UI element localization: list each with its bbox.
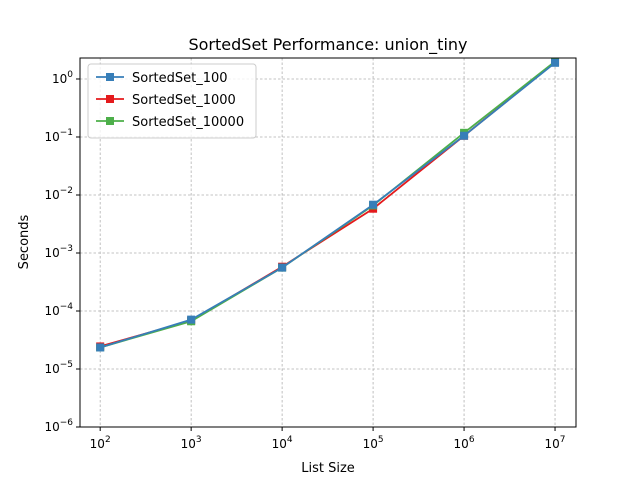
legend-marker [106,73,114,81]
data-point-marker [187,315,196,324]
x-tick-label: 102 [90,435,111,451]
plot-frame [79,57,577,428]
x-tick-label: 105 [363,435,384,451]
axis-ticks: 102 103 104 105 106 107 10−6 10−5 10−4 10−3 10−2 10… [44,70,565,451]
y-tick-label: 10−5 [44,360,73,376]
legend: SortedSet_100 SortedSet_1000 SortedSet_100… [87,63,257,139]
legend-item: SortedSet_1000 [96,93,236,108]
legend-marker [106,95,114,103]
y-axis-label: Seconds [17,214,32,269]
data-point-marker [96,343,105,352]
series-line [99,62,556,349]
series-sortedset-100 [96,58,560,352]
series-layer [96,57,560,352]
legend-label: SortedSet_100 [132,71,228,86]
data-point-marker [278,263,287,272]
legend-label: SortedSet_1000 [132,93,236,108]
y-tick-label: 10−1 [44,128,73,144]
x-tick-label: 106 [454,435,475,451]
x-axis-label: List Size [301,461,355,476]
legend-item: SortedSet_10000 [96,115,244,130]
data-point-marker [551,58,560,67]
y-tick-label: 10−3 [44,244,73,260]
data-point-marker [369,200,378,209]
chart-title: SortedSet Performance: union_tiny [188,35,467,55]
legend-box [87,63,257,139]
legend-marker [106,117,114,125]
y-tick-label: 100 [52,70,73,86]
legend-item: SortedSet_100 [96,71,228,86]
y-tick-label: 10−4 [44,302,73,318]
x-tick-label: 107 [545,435,566,451]
y-tick-label: 10−6 [44,418,73,434]
y-tick-label: 10−2 [44,186,73,202]
legend-label: SortedSet_10000 [132,115,244,130]
data-point-marker [460,131,469,140]
x-tick-label: 104 [272,435,293,451]
x-tick-label: 103 [181,435,202,451]
